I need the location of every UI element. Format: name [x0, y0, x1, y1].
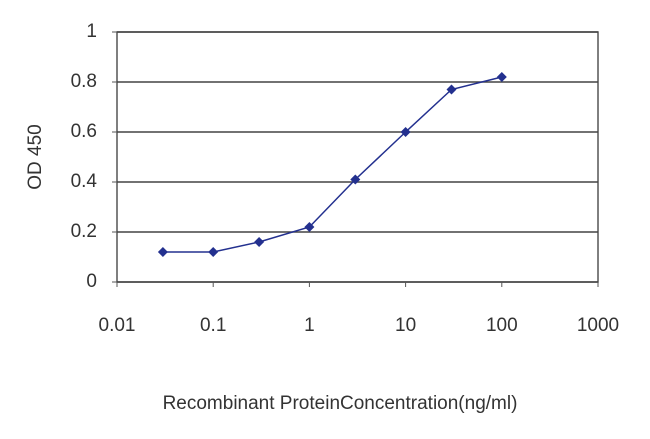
x-tick-label: 1000 — [577, 315, 619, 336]
y-tick-label: 0 — [86, 271, 97, 292]
data-marker — [400, 127, 411, 137]
data-marker — [496, 72, 507, 82]
y-tick-label: 0.2 — [71, 221, 97, 242]
x-tick-label: 0.1 — [200, 315, 226, 336]
data-marker — [208, 247, 219, 257]
y-tick-label: 0.6 — [71, 121, 97, 142]
data-marker — [304, 222, 315, 232]
data-marker — [350, 174, 361, 185]
y-tick-label: 0.8 — [71, 71, 97, 92]
data-marker — [157, 247, 168, 257]
y-axis-label: OD 450 — [25, 124, 46, 189]
x-tick-label: 0.01 — [99, 315, 136, 336]
x-axis-label: Recombinant ProteinConcentration(ng/ml) — [163, 393, 518, 414]
data-marker — [446, 84, 457, 95]
x-tick-label: 100 — [486, 315, 518, 336]
x-tick-label: 10 — [395, 315, 416, 336]
plot-frame — [116, 31, 599, 283]
x-tick-label: 1 — [304, 315, 315, 336]
y-tick-label: 0.4 — [71, 171, 98, 192]
data-marker — [254, 237, 265, 247]
y-tick-label: 1 — [86, 21, 97, 42]
data-line — [162, 76, 502, 253]
